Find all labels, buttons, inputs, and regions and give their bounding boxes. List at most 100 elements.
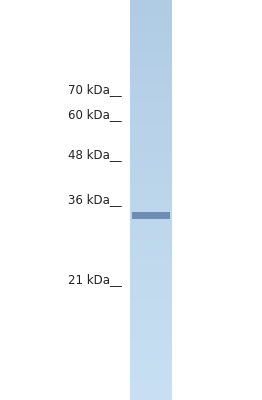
Bar	[130, 227, 172, 228]
Bar	[130, 101, 172, 103]
Bar	[130, 33, 172, 35]
Bar	[130, 285, 172, 287]
Bar	[130, 357, 172, 359]
Bar	[130, 279, 172, 280]
Bar	[130, 255, 172, 256]
Bar	[130, 139, 172, 140]
Bar	[130, 229, 172, 231]
Bar	[130, 131, 172, 132]
Bar	[130, 199, 172, 200]
Bar	[130, 136, 172, 137]
Bar	[130, 4, 172, 5]
Bar	[130, 213, 172, 215]
Bar	[130, 220, 172, 221]
Bar	[130, 393, 172, 395]
Bar	[130, 159, 172, 160]
Bar	[130, 352, 172, 353]
Bar	[130, 375, 172, 376]
Bar	[130, 37, 172, 39]
Bar	[130, 31, 172, 32]
Bar	[130, 111, 172, 112]
Bar	[130, 225, 172, 227]
Bar	[130, 152, 172, 153]
Bar	[130, 345, 172, 347]
Bar	[130, 252, 172, 253]
Bar	[130, 172, 172, 173]
Bar	[130, 168, 172, 169]
Bar	[130, 341, 172, 343]
Bar	[130, 367, 172, 368]
Bar	[130, 67, 172, 68]
Bar	[130, 223, 172, 224]
Bar	[130, 105, 172, 107]
Bar	[130, 265, 172, 267]
Bar	[130, 24, 172, 25]
Bar	[130, 283, 172, 284]
Bar	[130, 93, 172, 95]
Bar	[130, 249, 172, 251]
Bar	[130, 331, 172, 332]
Bar	[130, 257, 172, 259]
Bar	[130, 57, 172, 59]
Bar	[130, 29, 172, 31]
Bar	[130, 141, 172, 143]
Bar	[130, 323, 172, 324]
Bar	[130, 11, 172, 12]
Bar	[130, 201, 172, 203]
Bar	[130, 35, 172, 36]
Bar	[130, 132, 172, 133]
Bar	[130, 124, 172, 125]
Bar	[130, 204, 172, 205]
Bar	[130, 389, 172, 391]
Bar	[130, 71, 172, 72]
Bar	[130, 351, 172, 352]
Bar	[130, 261, 172, 263]
Bar	[130, 303, 172, 304]
Bar	[130, 77, 172, 79]
Bar	[130, 321, 172, 323]
Bar	[130, 280, 172, 281]
Bar	[130, 129, 172, 131]
Bar	[130, 277, 172, 279]
Bar	[130, 49, 172, 51]
Bar	[130, 248, 172, 249]
Bar	[130, 239, 172, 240]
Bar	[130, 75, 172, 76]
Bar	[130, 384, 172, 385]
Bar	[130, 21, 172, 23]
Bar	[130, 333, 172, 335]
Bar	[130, 196, 172, 197]
Bar	[130, 373, 172, 375]
Bar	[130, 121, 172, 123]
Bar	[130, 299, 172, 300]
Bar	[130, 379, 172, 380]
Bar	[130, 203, 172, 204]
Bar	[130, 120, 172, 121]
Bar	[130, 167, 172, 168]
Bar	[130, 349, 172, 351]
Bar	[130, 359, 172, 360]
Bar	[130, 244, 172, 245]
Bar	[130, 128, 172, 129]
Bar	[130, 197, 172, 199]
Bar	[130, 17, 172, 19]
Bar	[130, 391, 172, 392]
Bar	[130, 276, 172, 277]
Bar	[130, 32, 172, 33]
Bar	[130, 147, 172, 148]
Bar	[130, 161, 172, 163]
Bar	[130, 228, 172, 229]
Bar	[130, 209, 172, 211]
Bar	[130, 160, 172, 161]
Bar	[130, 45, 172, 47]
Bar	[130, 176, 172, 177]
Bar	[130, 380, 172, 381]
Bar	[130, 53, 172, 55]
Bar	[130, 281, 172, 283]
Bar	[130, 65, 172, 67]
Bar	[130, 85, 172, 87]
Bar	[130, 217, 172, 219]
Bar	[130, 356, 172, 357]
Bar	[130, 383, 172, 384]
Bar	[130, 163, 172, 164]
